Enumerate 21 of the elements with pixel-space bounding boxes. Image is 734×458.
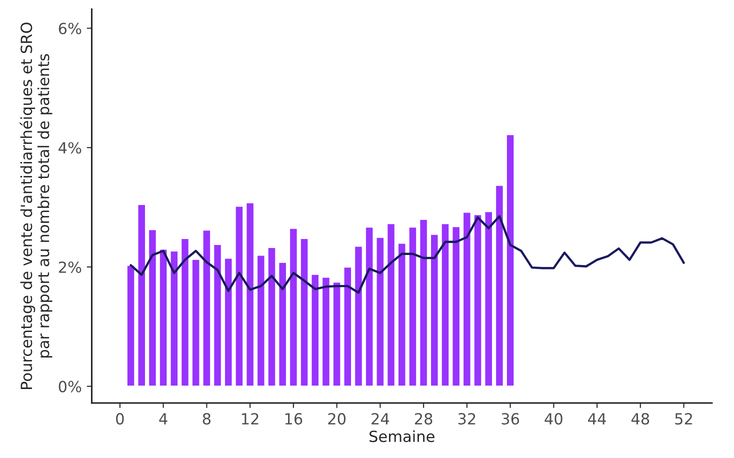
x-tick-label: 16	[285, 413, 302, 425]
x-tick-label: 12	[242, 413, 258, 424]
y-axis-title: Pourcentage de vente d'antidiarrhéiques et SRO par rapport au nombre total de patients	[20, 22, 52, 389]
x-tick-label: 52	[675, 413, 692, 425]
x-tick-label: 44	[588, 413, 606, 424]
x-tick-label: 24	[372, 413, 390, 424]
x-tick-label: 40	[544, 413, 562, 425]
y-tick-label: 4%	[58, 142, 82, 154]
y-tick-label: 6%	[58, 22, 82, 34]
x-tick-label: 8	[202, 413, 210, 425]
y-tick-label: 0%	[58, 380, 82, 392]
x-axis-title: Semaine	[370, 430, 434, 442]
x-tick-label: 36	[502, 413, 520, 425]
x-tick-label: 0	[116, 413, 124, 425]
x-tick-label: 32	[458, 413, 476, 425]
x-tick-label: 20	[328, 413, 346, 425]
line-series	[130, 215, 685, 294]
x-tick-label: 4	[159, 413, 168, 424]
x-tick-label: 28	[414, 413, 432, 425]
y-tick-label: 2%	[58, 261, 82, 273]
x-tick-label: 48	[631, 413, 650, 425]
